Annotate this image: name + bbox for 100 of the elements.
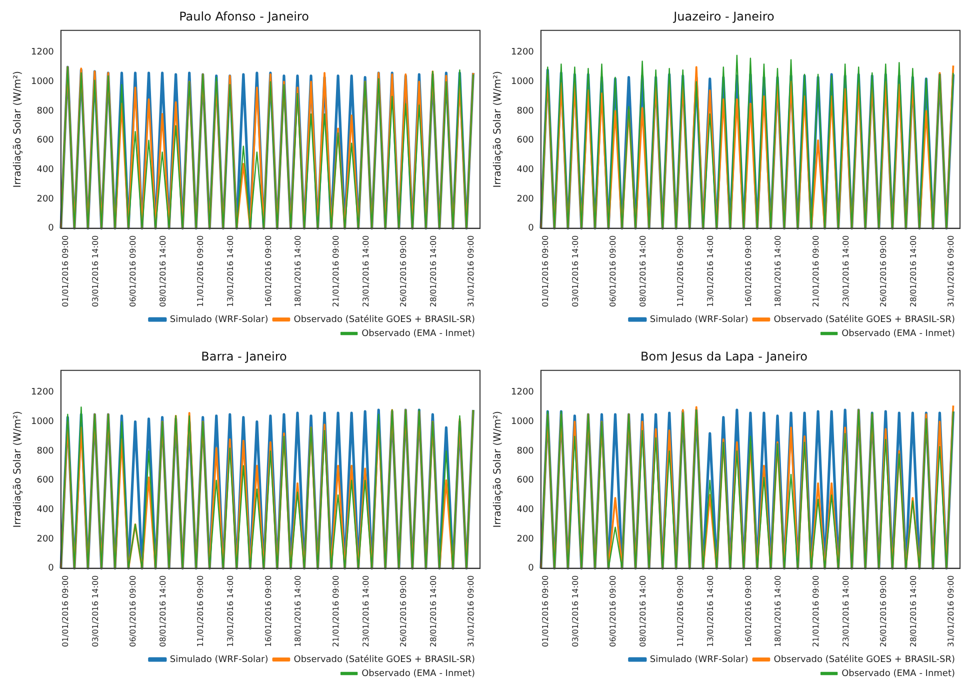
x-tick-label: 13/01/2016 14:00 bbox=[226, 575, 236, 648]
x-tick-label: 06/01/2016 09:00 bbox=[608, 575, 618, 648]
x-tick-label: 11/01/2016 09:00 bbox=[676, 575, 686, 648]
y-tick-label: 800 bbox=[36, 446, 54, 456]
x-tick-label: 18/01/2016 14:00 bbox=[294, 235, 303, 308]
x-tick-label: 18/01/2016 14:00 bbox=[774, 235, 783, 308]
y-axis-title: Irradiação Solar (W/m²) bbox=[12, 70, 24, 188]
x-tick-label: 21/01/2016 09:00 bbox=[811, 575, 820, 648]
x-tick-label: 03/01/2016 14:00 bbox=[570, 575, 580, 648]
x-tick-label: 13/01/2016 14:00 bbox=[706, 575, 716, 648]
x-tick-label: 31/01/2016 09:00 bbox=[946, 575, 956, 648]
x-tick-label: 03/01/2016 14:00 bbox=[570, 235, 580, 308]
x-tick-label: 01/01/2016 09:00 bbox=[541, 235, 550, 308]
x-tick-label: 11/01/2016 09:00 bbox=[676, 235, 686, 308]
legend-label: Simulado (WRF-Solar) bbox=[170, 314, 268, 325]
legend-label: Observado (EMA - Inmet) bbox=[362, 328, 475, 339]
x-tick-label: 26/01/2016 09:00 bbox=[879, 235, 888, 308]
x-tick-label: 16/01/2016 09:00 bbox=[264, 235, 273, 308]
y-tick-label: 600 bbox=[36, 136, 54, 146]
x-tick-label: 16/01/2016 09:00 bbox=[744, 235, 753, 308]
legend-label: Observado (EMA - Inmet) bbox=[842, 328, 955, 339]
y-tick-label: 1000 bbox=[31, 417, 54, 428]
y-tick-label: 600 bbox=[516, 136, 534, 146]
legend-label: Observado (Satélite GOES + BRASIL-SR) bbox=[294, 314, 475, 325]
y-tick-label: 0 bbox=[528, 564, 534, 574]
x-tick-label: 28/01/2016 14:00 bbox=[428, 575, 438, 648]
x-tick-label: 01/01/2016 09:00 bbox=[61, 235, 70, 308]
y-tick-label: 800 bbox=[516, 446, 534, 456]
y-tick-label: 0 bbox=[48, 224, 54, 234]
y-axis-title: Irradiação Solar (W/m²) bbox=[492, 410, 504, 528]
y-axis-title: Irradiação Solar (W/m²) bbox=[492, 70, 504, 188]
y-tick-label: 1200 bbox=[511, 388, 534, 398]
x-tick-label: 11/01/2016 09:00 bbox=[196, 575, 206, 648]
x-tick-label: 08/01/2016 14:00 bbox=[158, 235, 168, 308]
y-tick-label: 1000 bbox=[511, 417, 534, 428]
y-tick-label: 1000 bbox=[31, 77, 54, 88]
y-axis-title: Irradiação Solar (W/m²) bbox=[12, 410, 24, 528]
y-tick-label: 1000 bbox=[511, 77, 534, 88]
x-tick-label: 26/01/2016 09:00 bbox=[879, 575, 888, 648]
y-tick-label: 400 bbox=[36, 505, 54, 515]
chart-title: Juazeiro - Janeiro bbox=[672, 9, 774, 24]
legend-label: Observado (EMA - Inmet) bbox=[842, 668, 955, 679]
x-tick-label: 06/01/2016 09:00 bbox=[128, 235, 138, 308]
y-tick-label: 0 bbox=[528, 224, 534, 234]
x-tick-label: 18/01/2016 14:00 bbox=[294, 575, 303, 648]
x-tick-label: 01/01/2016 09:00 bbox=[541, 575, 550, 648]
legend-label: Simulado (WRF-Solar) bbox=[650, 654, 748, 665]
y-tick-label: 400 bbox=[36, 165, 54, 175]
x-tick-label: 31/01/2016 09:00 bbox=[466, 575, 476, 648]
y-tick-label: 400 bbox=[516, 165, 534, 175]
x-tick-label: 11/01/2016 09:00 bbox=[196, 235, 206, 308]
x-tick-label: 16/01/2016 09:00 bbox=[744, 575, 753, 648]
y-tick-label: 1200 bbox=[31, 388, 54, 398]
y-tick-label: 1200 bbox=[31, 48, 54, 58]
x-tick-label: 08/01/2016 14:00 bbox=[638, 575, 648, 648]
chart-title: Bom Jesus da Lapa - Janeiro bbox=[640, 349, 808, 364]
legend-label: Observado (Satélite GOES + BRASIL-SR) bbox=[774, 654, 955, 665]
x-tick-label: 16/01/2016 09:00 bbox=[264, 575, 273, 648]
x-tick-label: 21/01/2016 09:00 bbox=[811, 235, 820, 308]
y-tick-label: 800 bbox=[516, 106, 534, 116]
y-tick-label: 200 bbox=[516, 534, 534, 544]
x-tick-label: 28/01/2016 14:00 bbox=[908, 575, 918, 648]
x-tick-label: 08/01/2016 14:00 bbox=[158, 575, 168, 648]
x-tick-label: 31/01/2016 09:00 bbox=[466, 235, 476, 308]
x-tick-label: 23/01/2016 14:00 bbox=[361, 575, 370, 648]
y-tick-label: 1200 bbox=[511, 48, 534, 58]
x-tick-label: 18/01/2016 14:00 bbox=[774, 575, 783, 648]
legend-label: Simulado (WRF-Solar) bbox=[170, 654, 268, 665]
x-tick-label: 23/01/2016 14:00 bbox=[361, 235, 370, 308]
y-tick-label: 0 bbox=[48, 564, 54, 574]
x-tick-label: 03/01/2016 14:00 bbox=[90, 235, 100, 308]
chart-title: Barra - Janeiro bbox=[201, 349, 287, 364]
x-tick-label: 06/01/2016 09:00 bbox=[608, 235, 618, 308]
x-tick-label: 26/01/2016 09:00 bbox=[399, 235, 408, 308]
legend-label: Observado (Satélite GOES + BRASIL-SR) bbox=[774, 314, 955, 325]
x-tick-label: 08/01/2016 14:00 bbox=[638, 235, 648, 308]
x-tick-label: 03/01/2016 14:00 bbox=[90, 575, 100, 648]
x-tick-label: 31/01/2016 09:00 bbox=[946, 235, 956, 308]
x-tick-label: 21/01/2016 09:00 bbox=[331, 575, 340, 648]
y-tick-label: 800 bbox=[36, 106, 54, 116]
y-tick-label: 600 bbox=[36, 476, 54, 486]
y-tick-label: 400 bbox=[516, 505, 534, 515]
x-tick-label: 28/01/2016 14:00 bbox=[908, 235, 918, 308]
chart-title: Paulo Afonso - Janeiro bbox=[179, 9, 309, 24]
legend-label: Observado (Satélite GOES + BRASIL-SR) bbox=[294, 654, 475, 665]
legend-label: Simulado (WRF-Solar) bbox=[650, 314, 748, 325]
x-tick-label: 06/01/2016 09:00 bbox=[128, 575, 138, 648]
y-tick-label: 200 bbox=[36, 194, 54, 204]
x-tick-label: 28/01/2016 14:00 bbox=[428, 235, 438, 308]
x-tick-label: 26/01/2016 09:00 bbox=[399, 575, 408, 648]
x-tick-label: 23/01/2016 14:00 bbox=[841, 235, 850, 308]
y-tick-label: 200 bbox=[36, 534, 54, 544]
x-tick-label: 23/01/2016 14:00 bbox=[841, 575, 850, 648]
x-tick-label: 13/01/2016 14:00 bbox=[706, 235, 716, 308]
y-tick-label: 600 bbox=[516, 476, 534, 486]
y-tick-label: 200 bbox=[516, 194, 534, 204]
legend-label: Observado (EMA - Inmet) bbox=[362, 668, 475, 679]
x-tick-label: 21/01/2016 09:00 bbox=[331, 235, 340, 308]
x-tick-label: 13/01/2016 14:00 bbox=[226, 235, 236, 308]
x-tick-label: 01/01/2016 09:00 bbox=[61, 575, 70, 648]
